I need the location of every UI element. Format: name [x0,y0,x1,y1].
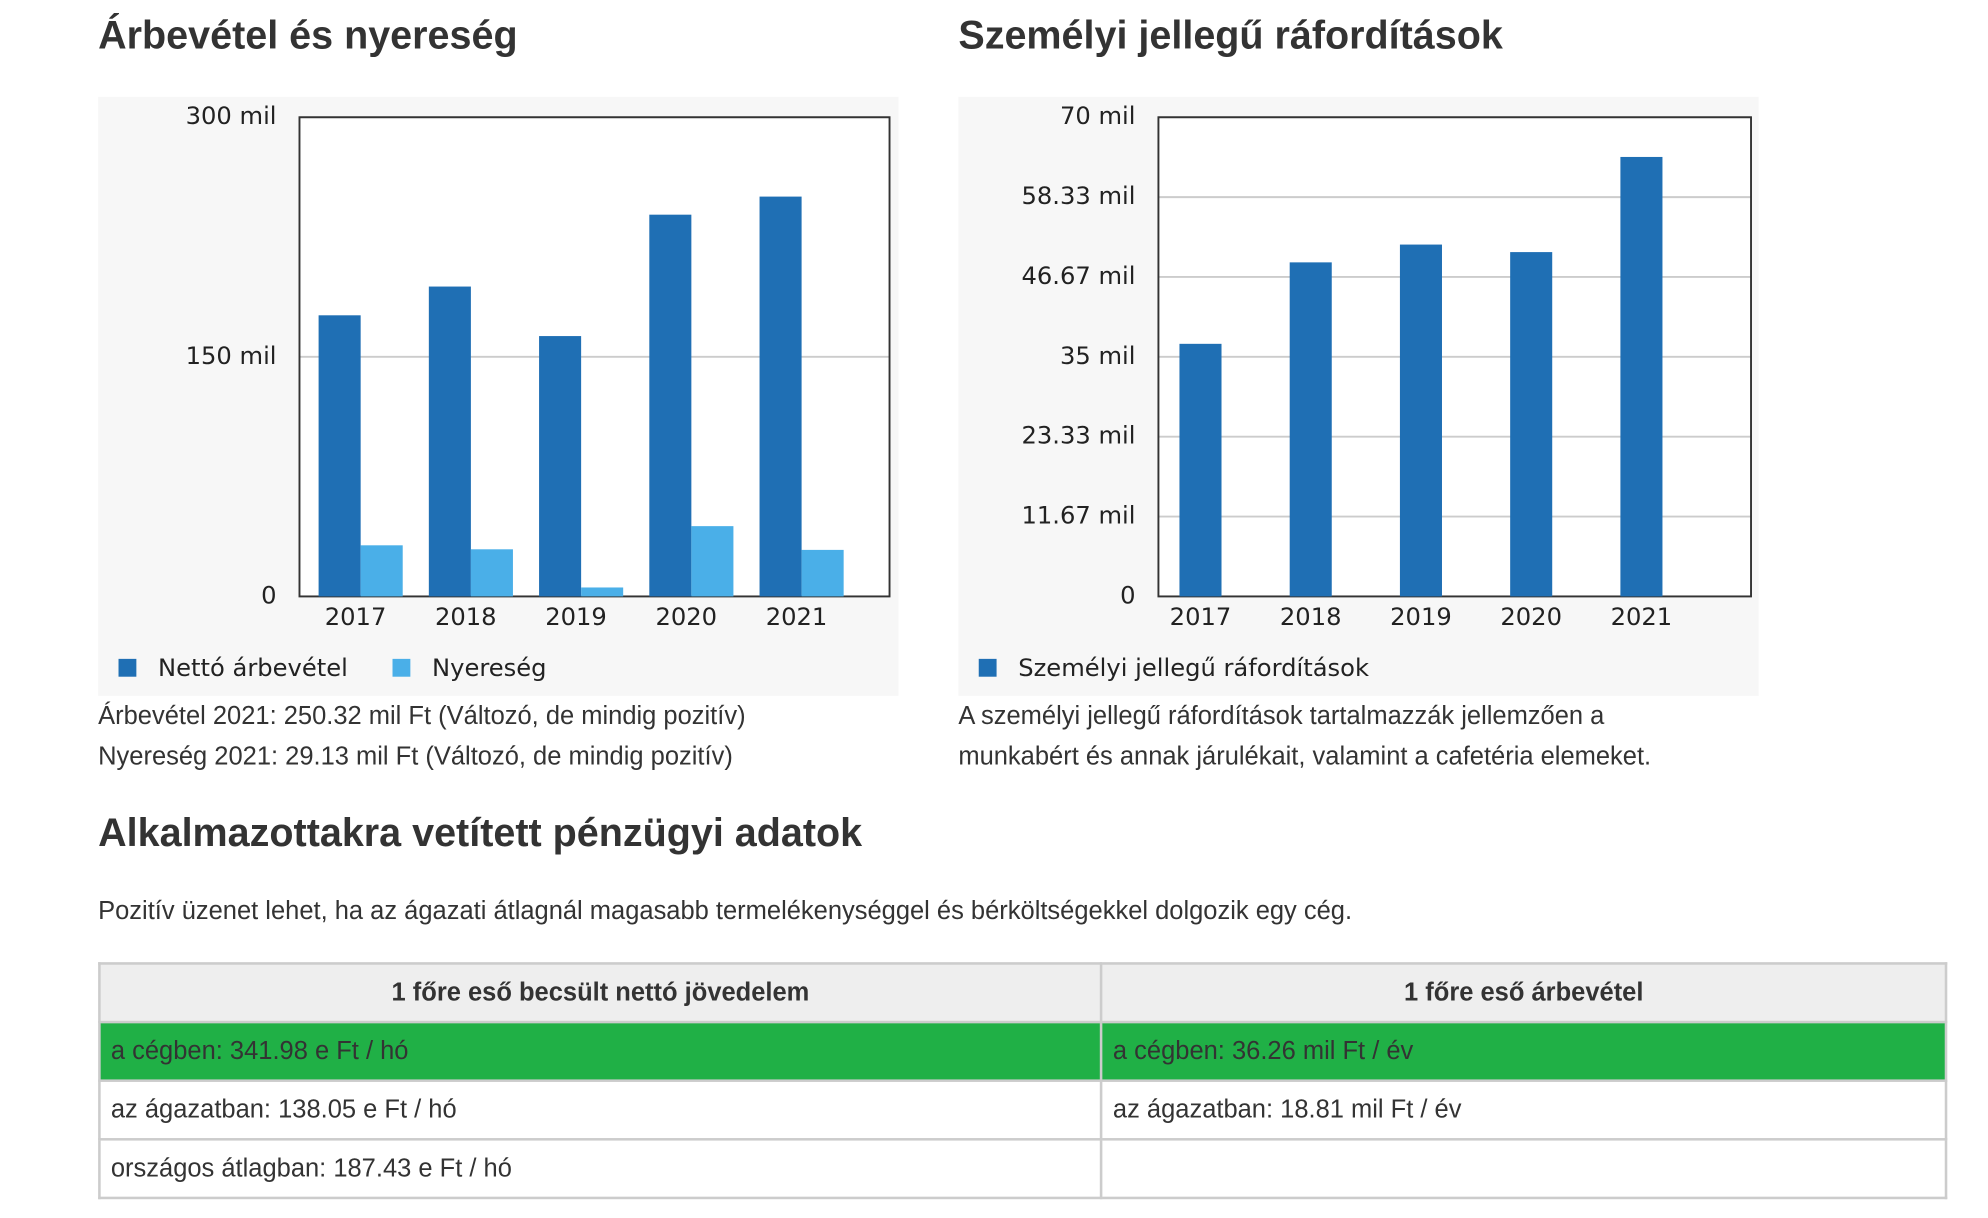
chart-note: A személyi jellegű ráfordítások tartalma… [958,702,1652,772]
bar [539,336,582,597]
y-tick-label: 150 mil [186,342,277,370]
bar [1179,343,1222,597]
y-tick-label: 35 mil [1060,342,1136,370]
bar [470,549,513,597]
cell: a cégben: 341.98 e Ft / hó [98,1020,1103,1082]
x-tick-label: 2021 [1611,603,1673,631]
table: 1 főre eső becsült nettó jövedelem 1 főr… [98,962,1948,1200]
y-tick-label: 23.33 mil [1021,422,1135,450]
bar [318,315,361,597]
y-tick-label: 46.67 mil [1021,262,1135,290]
x-tick-label: 2018 [435,603,497,631]
chart-title: Árbevétel és nyereség [98,12,518,58]
plot-frame [1157,116,1752,598]
x-tick-label: 2019 [1390,603,1452,631]
bar [1399,244,1442,597]
table-row: országos átlagban: 187.43 e Ft / hó [98,1138,1948,1200]
cell: a cégben: 36.26 mil Ft / év [1100,1020,1948,1082]
x-tick-label: 2019 [545,603,607,631]
y-tick-label: 11.67 mil [1021,502,1135,530]
bar [1620,156,1663,597]
bar [649,214,692,597]
x-tick-label: 2018 [1280,603,1342,631]
section-text: Pozitív üzenet lehet, ha az ágazati átla… [98,897,1353,926]
table-header: 1 főre eső becsült nettó jövedelem 1 főr… [98,962,1948,1024]
header-cell: 1 főre eső becsült nettó jövedelem [98,962,1103,1024]
table-row: a cégben: 341.98 e Ft / hó a cégben: 36.… [98,1020,1948,1082]
header-cell: 1 főre eső árbevétel [1100,962,1948,1024]
section-title: Alkalmazottakra vetített pénzügyi adatok [98,810,863,856]
x-tick-label: 2017 [325,603,387,631]
chart-title: Személyi jellegű ráfordítások [958,12,1503,58]
x-tick-label: 2020 [1500,603,1562,631]
y-tick-label: 0 [261,581,276,609]
legend-label: Nettó árbevétel [158,654,348,682]
bar [1289,262,1332,597]
cell: országos átlagban: 187.43 e Ft / hó [98,1138,1103,1200]
bar [691,526,734,597]
x-tick-label: 2017 [1170,603,1232,631]
note: Árbevétel 2021: 250.32 mil Ft (Változó, … [98,702,746,731]
chart-notes: Árbevétel 2021: 250.32 mil Ft (Változó, … [98,696,914,778]
cell [1100,1138,1948,1200]
note: Nyereség 2021: 29.13 mil Ft (Változó, de… [98,742,733,772]
table-row: az ágazatban: 138.05 e Ft / hó az ágazat… [98,1079,1948,1141]
legend-swatch [392,658,411,677]
bar [1510,252,1553,597]
y-tick-label: 58.33 mil [1021,182,1135,210]
legend-label: Személyi jellegű ráfordítások [1018,654,1369,682]
bar [581,587,624,597]
bar [759,196,802,597]
bar [801,549,844,597]
x-tick-label: 2021 [766,603,828,631]
charts: 0 150 mil 300 mil 2017 2018 2019 2020 2021 Nettó… [118,102,1752,683]
bar [428,286,471,597]
y-tick-label: 0 [1120,581,1135,609]
x-tick-label: 2020 [655,603,717,631]
y-tick-label: 70 mil [1060,102,1136,130]
bar [360,545,403,597]
y-tick-label: 300 mil [186,102,277,130]
legend-label: Nyereség [432,654,547,682]
legend-swatch [118,658,137,677]
legend-swatch [978,658,997,677]
cell: az ágazatban: 138.05 e Ft / hó [98,1079,1103,1141]
cell: az ágazatban: 18.81 mil Ft / év [1100,1079,1948,1141]
